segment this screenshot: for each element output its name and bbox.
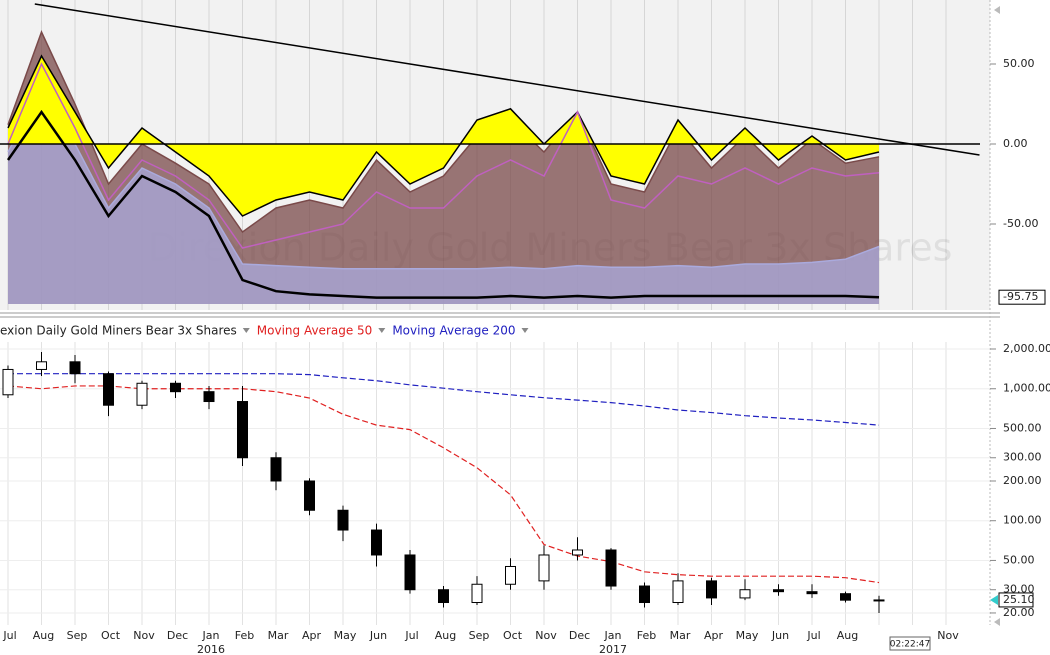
candle-body — [773, 589, 784, 593]
candle-body — [270, 457, 282, 482]
x-tick-label: Sep — [469, 629, 490, 642]
legend-label: Moving Average 200 — [392, 324, 515, 338]
y-tick-label: 50.00 — [1003, 553, 1035, 566]
current-price-arrow — [990, 594, 998, 605]
x-tick-label: Jul — [806, 629, 820, 642]
legend-dropdown[interactable] — [242, 328, 250, 333]
candle-body — [337, 509, 349, 531]
x-tick-label: Mar — [268, 629, 289, 642]
candle-body — [237, 401, 248, 459]
y-tick-label: -50.00 — [1003, 217, 1038, 230]
x-tick-label: Dec — [167, 629, 188, 642]
line — [6, 109, 880, 299]
candle-body — [438, 589, 449, 604]
x-tick-label: Feb — [637, 629, 656, 642]
y-tick-label: 200.00 — [1003, 474, 1042, 487]
moving-average — [8, 373, 880, 426]
candle-body — [36, 361, 47, 370]
y-tick-label: 1,000.00 — [1003, 382, 1050, 395]
candle-body — [873, 599, 885, 602]
candle-body — [706, 580, 717, 599]
candle-body — [538, 554, 550, 582]
candle-body — [471, 583, 483, 604]
area-line — [7, 54, 880, 217]
area-line — [7, 30, 880, 234]
candle-body — [304, 480, 315, 511]
candle-body — [404, 554, 416, 591]
candle-body — [840, 593, 851, 601]
scroll-arrow[interactable] — [994, 618, 1000, 626]
legend-label: Moving Average 50 — [257, 324, 373, 338]
y-tick-label: 500.00 — [1003, 421, 1042, 434]
x-tick-label: Apr — [704, 629, 724, 642]
x-tick-label: May — [736, 629, 759, 642]
x-tick-label: Jan — [202, 629, 220, 642]
x-tick-label: Jun — [369, 629, 387, 642]
current-price-label: 25.10 — [1003, 593, 1035, 606]
trendline — [34, 3, 980, 156]
candle-body — [203, 391, 215, 403]
x-tick-label: Oct — [101, 629, 121, 642]
candle-body — [69, 361, 81, 375]
area — [8, 56, 879, 216]
area-line — [7, 86, 880, 270]
x-year-label: 2016 — [197, 643, 225, 655]
y-tick-label: 0.00 — [1003, 137, 1028, 150]
x-tick-label: Jul — [404, 629, 418, 642]
candle-body — [371, 529, 382, 556]
y-tick-label: 50.00 — [1003, 57, 1035, 70]
x-tick-label: Aug — [837, 629, 858, 642]
candle-body — [103, 373, 114, 406]
x-tick-label: May — [334, 629, 357, 642]
x-tick-label: Aug — [33, 629, 54, 642]
scroll-arrow[interactable] — [994, 6, 1000, 14]
x-tick-label: Nov — [937, 629, 959, 642]
x-year-label: 2017 — [599, 643, 627, 655]
x-tick-label: Jul — [2, 629, 16, 642]
bottom-panel-background — [0, 342, 990, 625]
candle-body — [170, 382, 181, 393]
candle-body — [136, 382, 148, 406]
candle-body — [2, 368, 14, 396]
legend-dropdown[interactable] — [521, 328, 529, 333]
moving-average — [7, 385, 880, 584]
y-tick-label: 100.00 — [1003, 514, 1042, 527]
x-tick-label: Sep — [67, 629, 88, 642]
x-tick-label: Feb — [235, 629, 254, 642]
x-tick-label: Mar — [670, 629, 691, 642]
candle-body — [806, 591, 818, 595]
y-tick-label: 20.00 — [1003, 606, 1035, 619]
candle-body — [639, 585, 650, 604]
x-tick-label: Nov — [133, 629, 155, 642]
x-tick-label: Aug — [435, 629, 456, 642]
current-price-box — [998, 592, 1034, 608]
x-tick-label: Jan — [604, 629, 622, 642]
current-value-box — [998, 289, 1046, 305]
candle-body — [739, 589, 751, 599]
legend-dropdown[interactable] — [378, 328, 386, 333]
y-tick-label: 2,000.00 — [1003, 342, 1050, 355]
legend-label: exion Daily Gold Miners Bear 3x Shares — [0, 324, 237, 338]
x-tick-label: Oct — [503, 629, 523, 642]
current-value-label: -95.75 — [1003, 290, 1038, 303]
x-tick-label: Dec — [569, 629, 590, 642]
x-tick-label: Nov — [535, 629, 557, 642]
candle-body — [505, 565, 516, 585]
time-box — [889, 636, 931, 651]
y-tick-label: 300.00 — [1003, 451, 1042, 464]
line — [7, 62, 880, 249]
time-label: 02:22:47 — [890, 640, 930, 650]
x-tick-label: Apr — [302, 629, 322, 642]
x-tick-label: Jun — [771, 629, 789, 642]
candle-body — [572, 549, 583, 556]
candle-body — [672, 580, 684, 604]
candle-body — [605, 549, 617, 587]
